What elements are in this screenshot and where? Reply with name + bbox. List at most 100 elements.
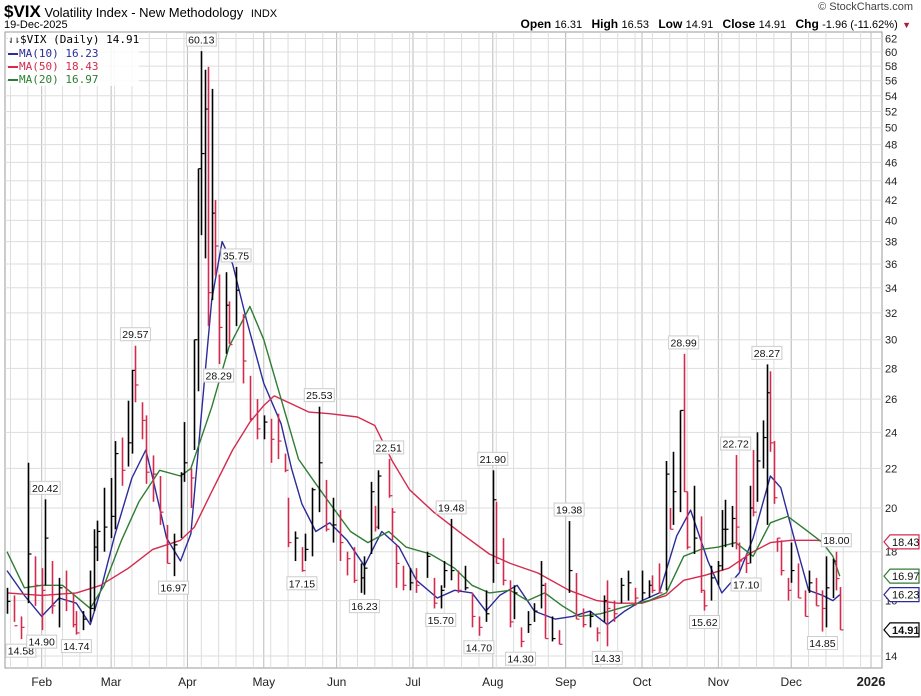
callout-box [158, 580, 190, 595]
low-value: 14.91 [685, 19, 714, 31]
x-tick-label: Jul [405, 675, 420, 689]
price-bar [58, 577, 63, 628]
price-bar [325, 479, 330, 532]
down-arrow-icon: ▼ [902, 20, 911, 30]
y-tick-label: 30 [885, 335, 897, 347]
tag-shape [883, 534, 920, 550]
price-bar [235, 266, 240, 327]
callout-box [286, 576, 318, 591]
y-tick-label: 58 [885, 61, 897, 73]
ohlc-bars-icon: ⇃⇂ [8, 35, 21, 46]
price-bar [318, 406, 323, 513]
price-bar [596, 627, 601, 642]
price-bar [464, 565, 469, 591]
price-bar [620, 577, 625, 604]
line-swatch-icon [8, 53, 18, 55]
price-bar [495, 501, 500, 564]
price-bar [110, 477, 115, 539]
price-bar [710, 565, 715, 601]
price-bar [433, 577, 438, 609]
price-bar [756, 432, 761, 502]
callout-label: 15.62 [691, 617, 717, 629]
price-bar [797, 563, 802, 599]
price-bar [20, 616, 25, 640]
value-callout: 28.99 [668, 335, 700, 350]
price-bar [141, 402, 146, 440]
price-bar [218, 274, 223, 365]
callout-label: 18.00 [823, 535, 849, 547]
price-bar [377, 470, 382, 530]
x-tick-label: 2026 [857, 674, 886, 689]
price-bar [738, 542, 743, 571]
price-bar [589, 611, 594, 628]
copyright: © StockCharts.com [818, 1, 913, 13]
price-bar [65, 570, 70, 612]
callout-box [806, 636, 838, 651]
callout-box [425, 612, 457, 627]
price-bar [703, 590, 708, 611]
price-bar [82, 611, 87, 631]
last-value-tag: 14.91 [883, 622, 920, 638]
callout-box [820, 533, 852, 548]
y-tick-label: 22 [885, 463, 897, 475]
price-bar [44, 499, 49, 586]
price-bar [457, 570, 462, 593]
price-bar [440, 585, 445, 609]
price-bar [270, 418, 275, 463]
price-bar [75, 611, 80, 635]
price-bar [402, 565, 407, 591]
y-tick-label: 46 [885, 157, 897, 169]
callout-box [60, 639, 92, 654]
price-bar [762, 420, 767, 469]
line-swatch-icon [8, 79, 18, 81]
high-label: High [591, 17, 619, 31]
value-callout: 19.38 [553, 502, 585, 517]
price-bar [790, 542, 795, 583]
price-bar [228, 301, 233, 346]
callout-label: 28.99 [671, 337, 697, 349]
price-bar [363, 556, 368, 595]
price-bar [745, 554, 750, 573]
price-bar [249, 375, 254, 421]
y-tick-label: 14 [885, 651, 897, 663]
callout-label: 22.72 [723, 439, 749, 451]
security-name: Volatility Index - New Methodology [44, 5, 244, 20]
price-bar [89, 570, 94, 622]
price-bar [339, 510, 344, 562]
value-callout: 28.27 [751, 345, 783, 360]
tag-label: 16.23 [892, 590, 920, 602]
last-value-tag: 18.43 [883, 534, 920, 550]
value-callout: 14.90 [26, 634, 58, 649]
callout-box [435, 500, 467, 515]
price-bar [520, 627, 525, 648]
price-bar [540, 561, 545, 609]
y-tick-label: 20 [885, 503, 897, 515]
value-callout: 18.00 [820, 533, 852, 548]
price-bar [804, 590, 809, 618]
value-callout: 17.10 [730, 577, 762, 592]
y-tick-label: 24 [885, 427, 897, 439]
line-swatch-icon [8, 66, 18, 68]
low-label: Low [658, 17, 683, 31]
callout-label: 14.85 [809, 638, 835, 650]
price-bar [391, 507, 396, 541]
callout-label: 14.90 [29, 637, 55, 649]
value-callout: 14.33 [591, 650, 623, 665]
price-bar [41, 568, 46, 631]
price-bar [658, 563, 663, 594]
price-bar [311, 487, 316, 557]
price-bar [166, 524, 171, 564]
price-bar [835, 551, 840, 591]
price-bar [672, 451, 677, 525]
price-bar [509, 580, 514, 628]
callout-box [668, 335, 700, 350]
legend-label: MA(20) 16.97 [19, 73, 99, 86]
price-bar [679, 409, 684, 513]
y-tick-label: 50 [885, 123, 897, 135]
price-bar [776, 537, 781, 552]
price-bar [121, 437, 126, 486]
price-bar [839, 587, 844, 631]
price-bar [492, 470, 497, 583]
legend-main-label: $VIX (Daily) 14.91 [20, 33, 140, 46]
value-callout: 60.13 [185, 32, 217, 47]
